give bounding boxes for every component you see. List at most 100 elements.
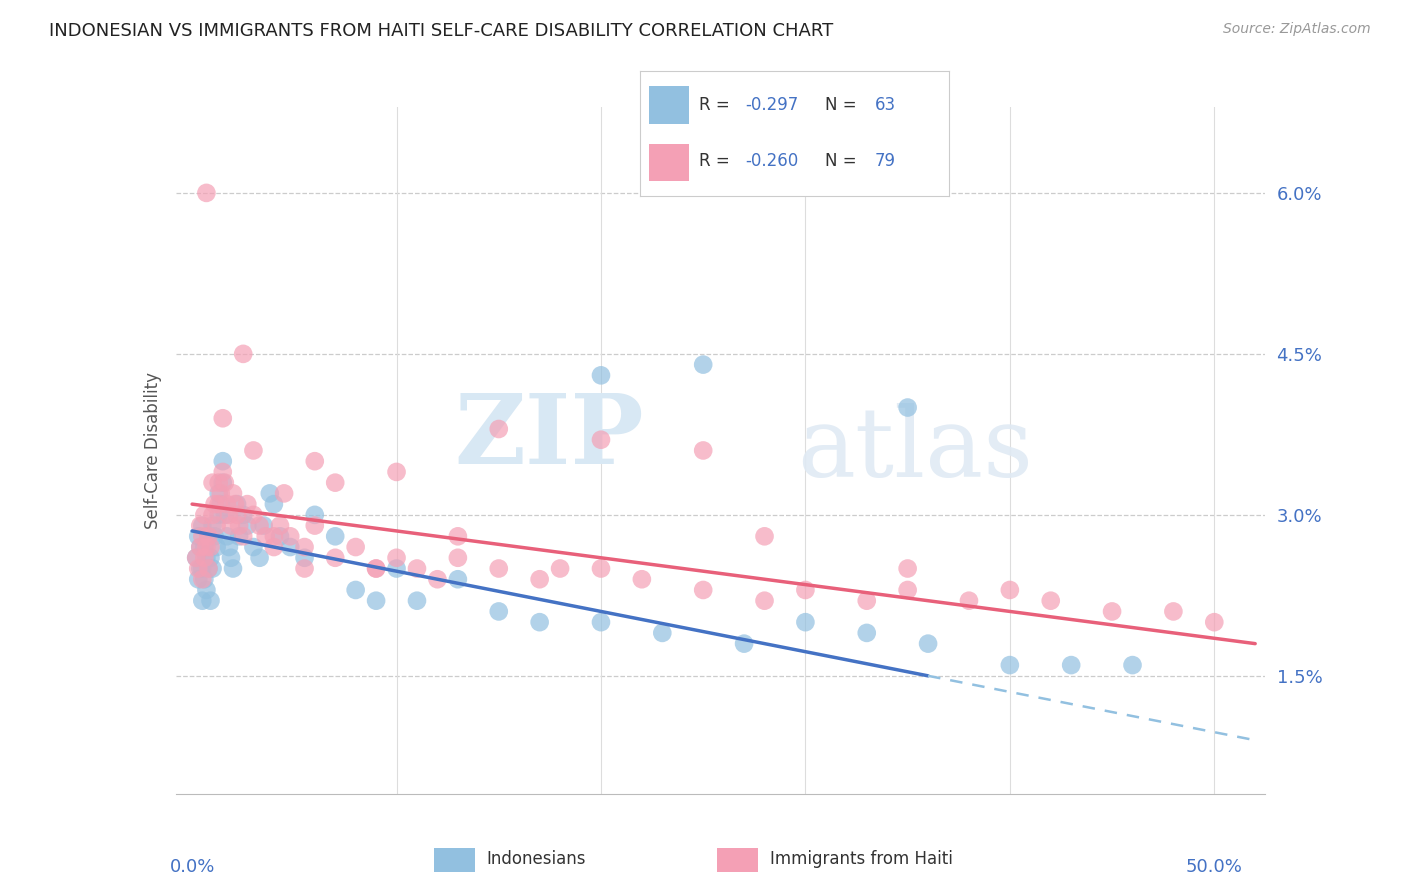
Point [204, 497, 226, 511]
Point [201, 561, 224, 575]
Point [214, 475, 236, 490]
Point [186, 550, 208, 565]
Point [187, 572, 209, 586]
Point [211, 454, 233, 468]
Point [794, 582, 817, 597]
Bar [650, 87, 689, 124]
Point [304, 454, 326, 468]
Point [304, 518, 326, 533]
Point [855, 626, 877, 640]
Point [226, 508, 249, 522]
Point [195, 550, 218, 565]
Point [447, 550, 470, 565]
Point [219, 550, 242, 565]
Point [344, 540, 367, 554]
Point [197, 529, 219, 543]
Point [589, 615, 612, 630]
Point [193, 550, 215, 565]
Point [1039, 593, 1062, 607]
Point [692, 443, 714, 458]
Point [200, 550, 222, 565]
Point [204, 529, 226, 543]
Point [201, 518, 224, 533]
Point [205, 540, 228, 554]
Point [197, 561, 219, 575]
Point [897, 401, 920, 415]
Point [242, 443, 264, 458]
Text: Source: ZipAtlas.com: Source: ZipAtlas.com [1223, 22, 1371, 37]
Point [201, 475, 224, 490]
Point [855, 593, 877, 607]
Text: atlas: atlas [797, 403, 1033, 498]
Point [1121, 658, 1143, 673]
Point [364, 561, 387, 575]
Point [232, 529, 254, 543]
Point [208, 508, 231, 522]
Point [548, 561, 571, 575]
Point [488, 604, 510, 618]
Point [215, 497, 238, 511]
Point [385, 561, 408, 575]
Text: ZIP: ZIP [454, 390, 644, 483]
Point [191, 593, 214, 607]
Point [529, 572, 551, 586]
Point [186, 550, 208, 565]
Point [191, 572, 214, 586]
Point [1060, 658, 1083, 673]
Point [263, 529, 285, 543]
Point [323, 550, 346, 565]
Point [222, 486, 245, 500]
Point [191, 518, 214, 533]
Text: 0.0%: 0.0% [169, 858, 215, 876]
Point [1101, 604, 1123, 618]
Point [589, 368, 612, 383]
Point [447, 529, 470, 543]
Point [364, 561, 387, 575]
Point [253, 518, 276, 533]
Point [188, 518, 211, 533]
Point [254, 529, 277, 543]
Point [209, 497, 232, 511]
Text: -0.260: -0.260 [745, 153, 799, 170]
Text: 63: 63 [875, 96, 896, 114]
Text: Indonesians: Indonesians [486, 850, 586, 868]
Text: -0.297: -0.297 [745, 96, 799, 114]
Point [447, 572, 470, 586]
Point [344, 582, 367, 597]
Point [754, 593, 776, 607]
Point [208, 486, 231, 500]
Point [187, 529, 209, 543]
Point [273, 486, 295, 500]
Point [195, 582, 218, 597]
Point [214, 508, 236, 522]
Point [191, 561, 214, 575]
Point [897, 582, 920, 597]
Point [242, 508, 264, 522]
Point [222, 561, 245, 575]
Point [589, 433, 612, 447]
Point [188, 540, 211, 554]
Point [426, 572, 449, 586]
Point [323, 475, 346, 490]
Point [733, 637, 755, 651]
Point [794, 615, 817, 630]
Point [998, 658, 1021, 673]
Point [249, 550, 271, 565]
Point [488, 561, 510, 575]
Point [232, 347, 254, 361]
Point [897, 561, 920, 575]
Point [998, 582, 1021, 597]
Point [188, 561, 211, 575]
Point [200, 593, 222, 607]
Point [193, 508, 215, 522]
Point [205, 518, 228, 533]
Point [917, 637, 939, 651]
Point [589, 561, 612, 575]
Point [1204, 615, 1226, 630]
Text: INDONESIAN VS IMMIGRANTS FROM HAITI SELF-CARE DISABILITY CORRELATION CHART: INDONESIAN VS IMMIGRANTS FROM HAITI SELF… [49, 22, 834, 40]
Point [269, 518, 291, 533]
Point [249, 518, 271, 533]
Point [294, 561, 316, 575]
Point [488, 422, 510, 436]
Point [218, 540, 240, 554]
